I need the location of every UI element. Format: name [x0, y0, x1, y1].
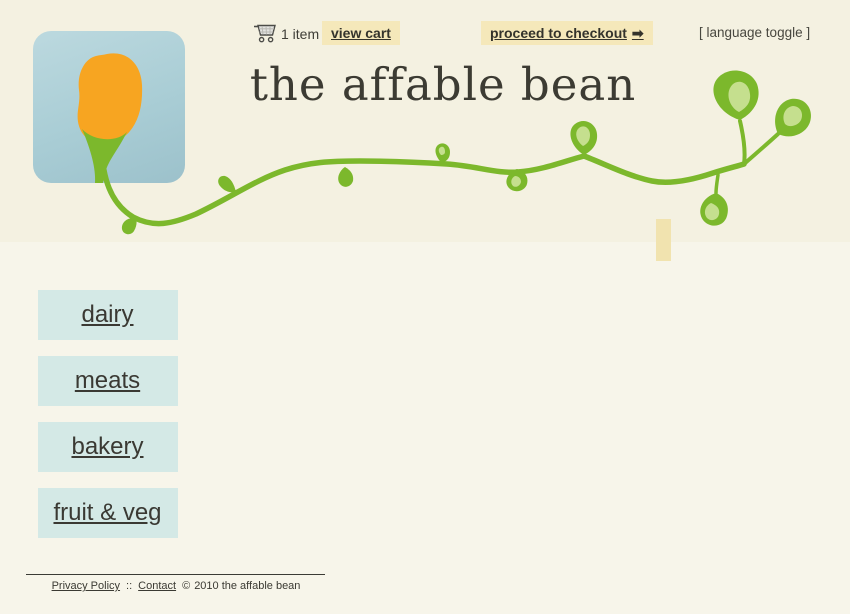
- footer-divider: [26, 574, 325, 575]
- nav-link-meats[interactable]: meats: [74, 367, 141, 394]
- contact-link[interactable]: Contact: [138, 580, 177, 592]
- category-nav: dairy meats bakery fruit & veg: [30, 290, 185, 554]
- view-cart-button[interactable]: view cart: [322, 21, 400, 45]
- nav-link-dairy[interactable]: dairy: [81, 301, 134, 328]
- language-toggle[interactable]: [ language toggle ]: [699, 25, 811, 40]
- right-arrow-icon: ➡: [631, 25, 644, 41]
- nav-item-dairy[interactable]: dairy: [37, 290, 178, 340]
- proceed-to-checkout-button[interactable]: proceed to checkout ➡: [481, 21, 653, 45]
- nav-item-bakery[interactable]: bakery: [37, 422, 178, 472]
- logo[interactable]: [33, 31, 185, 183]
- footer: Privacy Policy:: Contact © 2010 the affable…: [26, 580, 326, 592]
- copyright-symbol: ©: [182, 580, 191, 592]
- shopping-cart-icon: [254, 24, 276, 43]
- nav-link-fruit-veg[interactable]: fruit & veg: [53, 499, 162, 526]
- footer-separator: ::: [126, 580, 133, 592]
- nav-item-meats[interactable]: meats: [37, 356, 178, 406]
- privacy-policy-link[interactable]: Privacy Policy: [51, 580, 121, 592]
- nav-item-fruit-veg[interactable]: fruit & veg: [37, 488, 178, 538]
- bean-icon: [77, 53, 143, 183]
- page-title: the affable bean: [249, 58, 637, 111]
- decorative-rectangle: [656, 219, 671, 261]
- copyright-text: 2010 the affable bean: [194, 580, 301, 592]
- cart-item-count: 1 item: [281, 26, 320, 42]
- checkout-label: proceed to checkout: [490, 25, 627, 41]
- nav-link-bakery[interactable]: bakery: [71, 433, 144, 460]
